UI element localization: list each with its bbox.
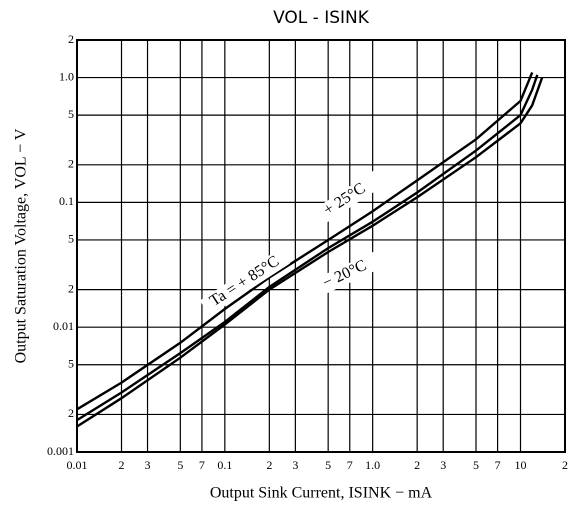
x-tick-label: 10 [514, 458, 526, 472]
y-tick-label: 2 [68, 157, 74, 171]
y-tick-label: 2 [68, 406, 74, 420]
y-tick-label: 0.01 [53, 319, 74, 333]
x-tick-label: 5 [473, 458, 479, 472]
x-tick-label: 7 [199, 458, 205, 472]
x-tick-label: 5 [177, 458, 183, 472]
y-tick-label: 2 [68, 32, 74, 46]
x-tick-label: 2 [266, 458, 272, 472]
x-tick-label: 0.01 [67, 458, 88, 472]
series-label: Ta = + 85°C [207, 253, 282, 310]
chart-title: VOL - ISINK [273, 8, 370, 28]
label-bg [299, 166, 391, 234]
y-tick-label: 1.0 [59, 69, 74, 83]
x-tick-label: 3 [145, 458, 151, 472]
series-line [76, 74, 539, 422]
x-tick-label: 3 [292, 458, 298, 472]
x-tick-label: 5 [325, 458, 331, 472]
series-label: − 20°C [320, 257, 369, 292]
plot-frame [76, 39, 566, 453]
series-line [76, 77, 544, 428]
x-tick-label: 7 [347, 458, 353, 472]
x-tick-label: 3 [440, 458, 446, 472]
y-tick-label: 2 [68, 281, 74, 295]
y-tick-label: 5 [68, 357, 74, 371]
x-tick-label: 2 [414, 458, 420, 472]
x-tick-label: 1.0 [365, 458, 380, 472]
y-tick-label: 5 [68, 107, 74, 121]
x-tick-label: 2 [562, 458, 568, 472]
label-bg [199, 248, 291, 316]
y-tick-label: 5 [68, 232, 74, 246]
x-tick-label: 2 [119, 458, 125, 472]
y-tick-label: 0.1 [59, 194, 74, 208]
y-tick-label: 0.001 [47, 444, 74, 458]
x-tick-label: 0.1 [217, 458, 232, 472]
label-bg [297, 246, 393, 304]
x-tick-label: 7 [495, 458, 501, 472]
x-axis-label: Output Sink Current, ISINK − mA [210, 485, 433, 502]
y-axis-label: Output Saturation Voltage, VOL − V [13, 128, 30, 363]
series-line [76, 71, 534, 411]
